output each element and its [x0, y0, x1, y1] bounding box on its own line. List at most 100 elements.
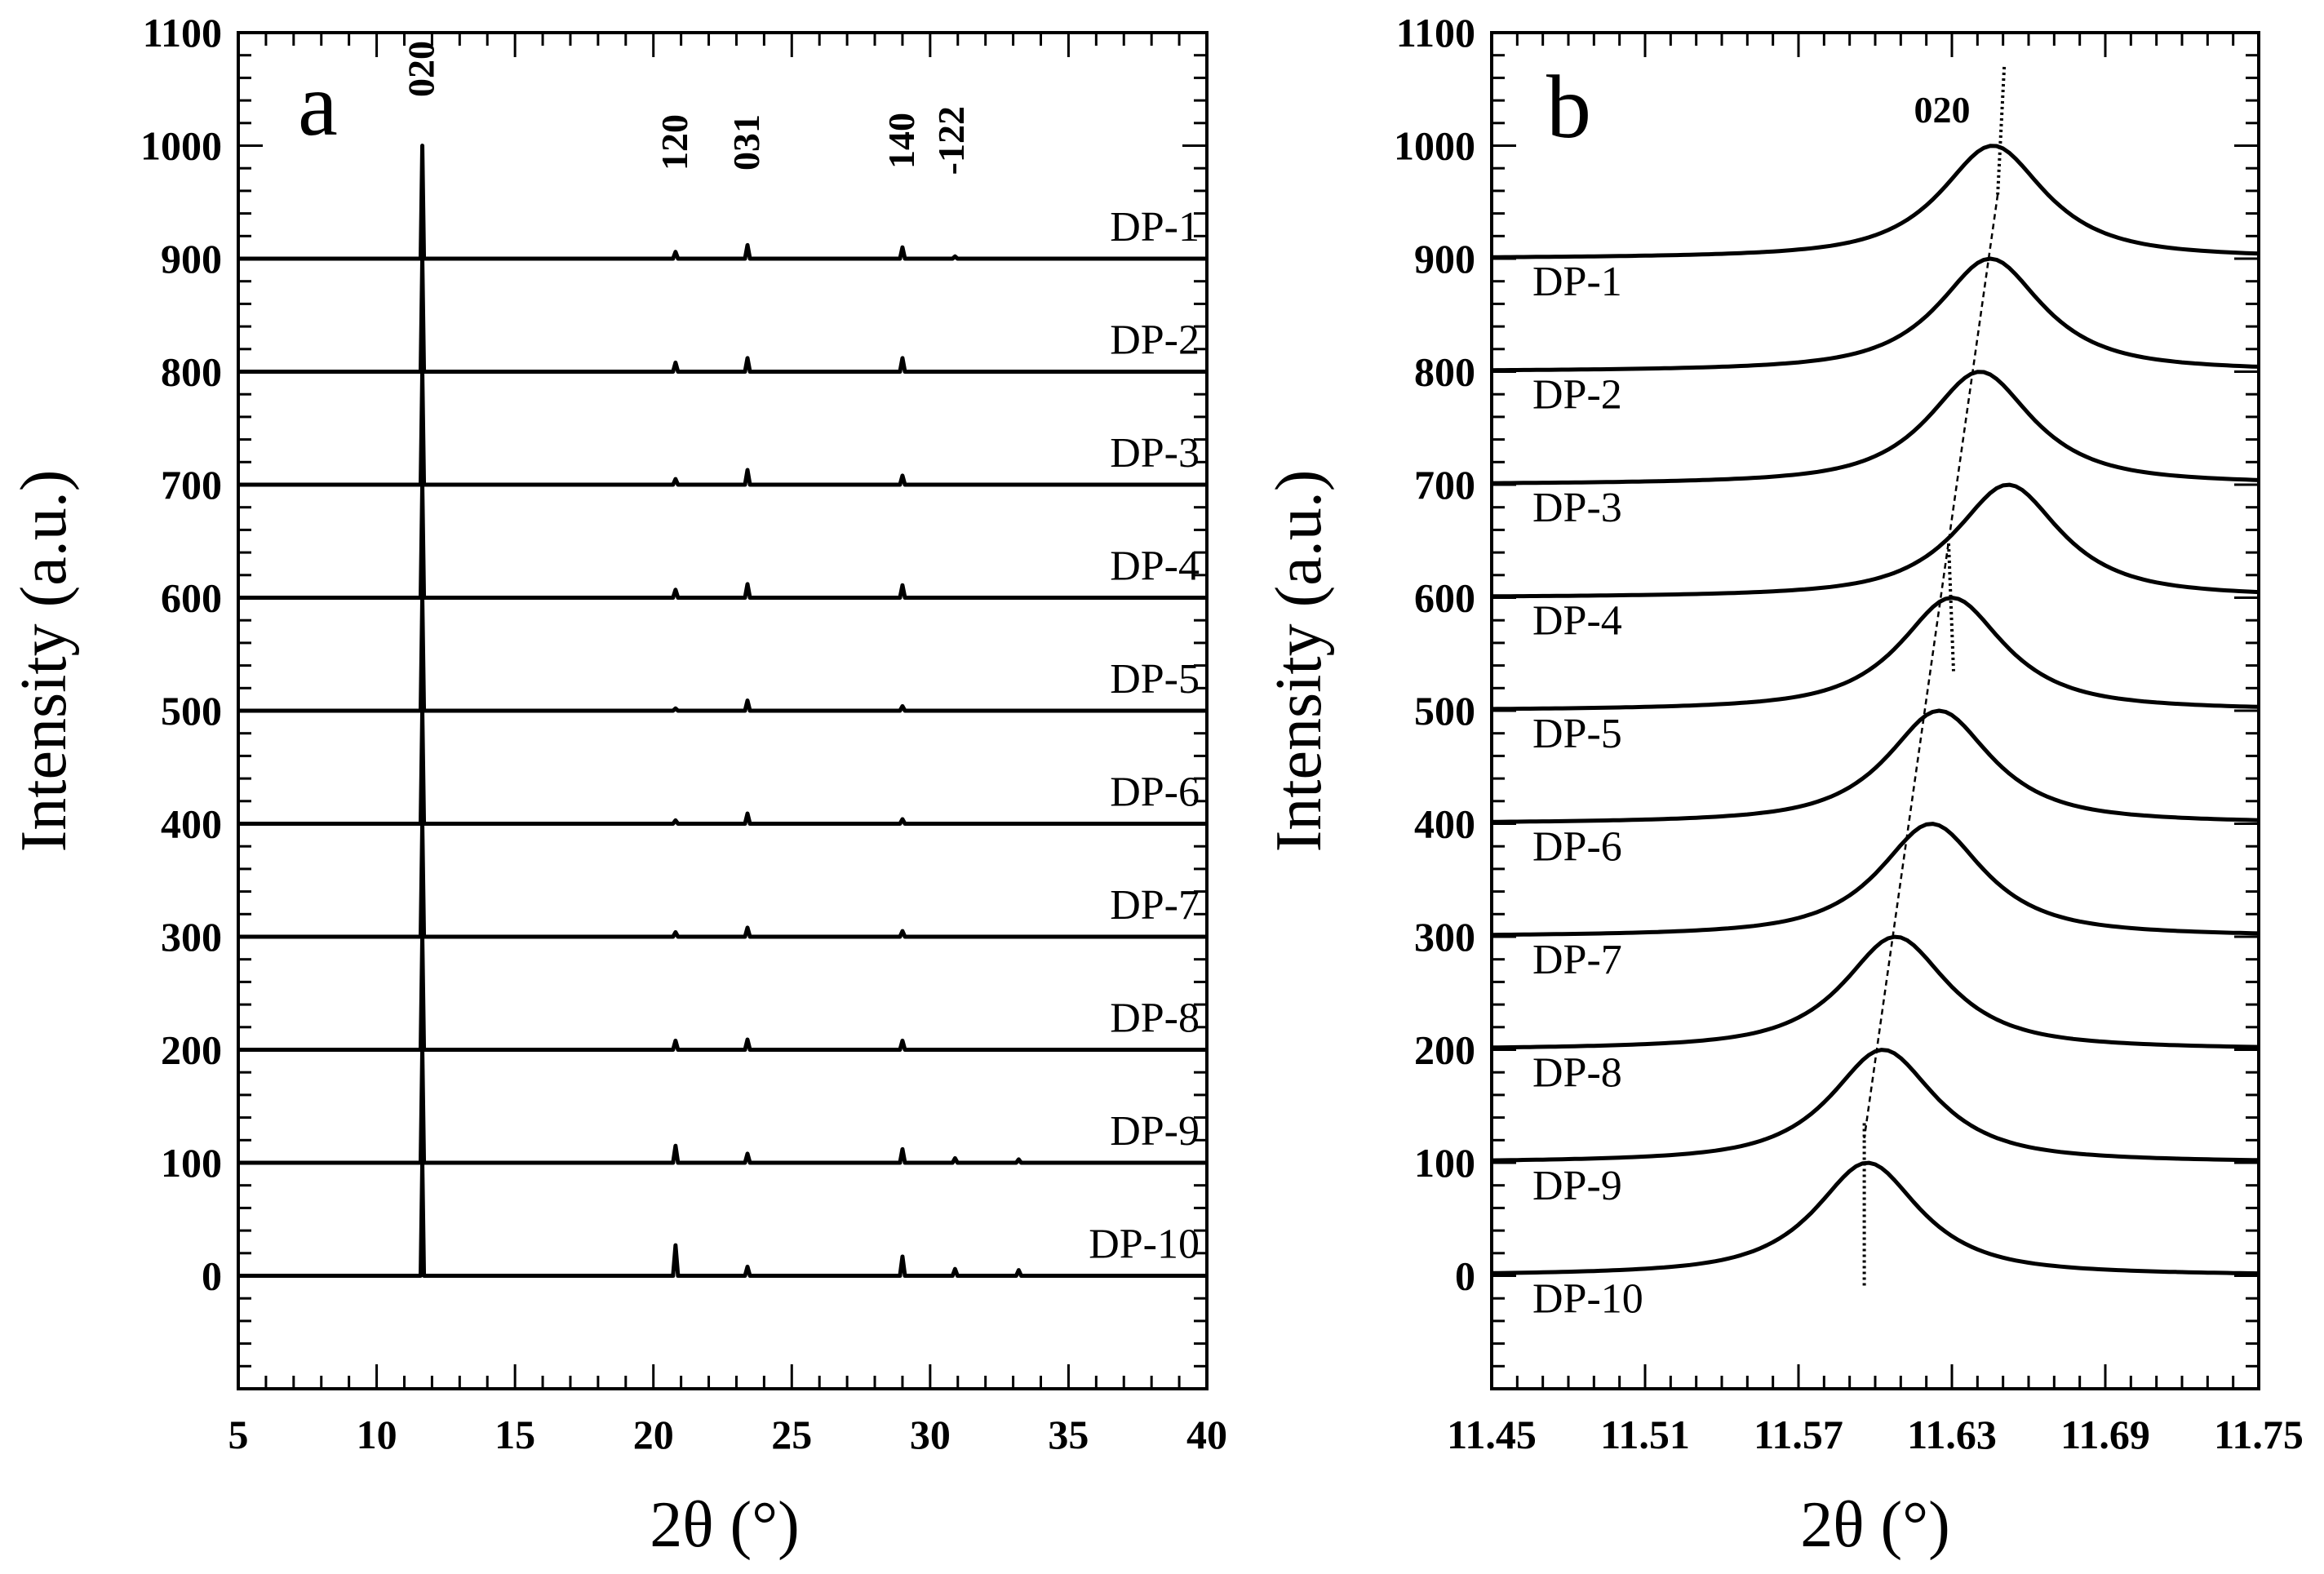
trace-label: DP-6 [1532, 824, 1622, 871]
x-tick-label: 20 [633, 1412, 674, 1457]
panel-b-ticks [1490, 31, 2260, 1390]
trace-label: DP-1 [1532, 259, 1622, 305]
y-tick-label: 800 [1414, 349, 1475, 395]
guide-line-shift [1863, 194, 1999, 1139]
trace-label: DP-4 [1532, 598, 1622, 645]
x-tick-label: 10 [357, 1412, 397, 1457]
y-tick-label: 900 [1414, 236, 1475, 282]
y-tick-label: 1100 [143, 10, 222, 55]
y-tick-label: 900 [161, 236, 222, 282]
trace-label: DP-5 [1110, 656, 1200, 703]
trace-dp-2 [238, 256, 1207, 374]
y-tick-label: 200 [1414, 1027, 1475, 1073]
trace-dp-2 [1491, 256, 2260, 373]
trace-label: DP-4 [1110, 543, 1200, 590]
trace-label: DP-5 [1532, 711, 1622, 757]
panel-a-x-axis-title: 2θ (°) [650, 1489, 800, 1561]
y-tick-label: 600 [1414, 575, 1475, 621]
panel-b-letter: b [1546, 57, 1591, 157]
x-tick-label: 11.75 [2214, 1412, 2304, 1457]
trace-dp-5 [238, 596, 1207, 713]
y-tick-label: 1100 [1396, 10, 1475, 55]
panel-b-y-axis-title: Intensity (a.u.) [1263, 470, 1335, 853]
trace-dp-3 [1492, 370, 2260, 486]
trace-dp-9 [1491, 1048, 2260, 1163]
trace-dp-4 [1492, 482, 2260, 599]
trace-label: DP-10 [1532, 1276, 1643, 1323]
trace-label: DP-8 [1110, 995, 1200, 1042]
panel-b-x-axis-title: 2θ (°) [1800, 1489, 1950, 1561]
guide-line-top [1996, 66, 2007, 195]
x-tick-label: 25 [771, 1412, 812, 1457]
trace-label: DP-3 [1532, 485, 1622, 531]
peak-label: 140 [880, 113, 922, 169]
peak-label: -122 [930, 106, 972, 175]
trace-dp-10 [1491, 1160, 2260, 1276]
peak-label: 120 [654, 114, 695, 171]
y-tick-label: 100 [161, 1140, 222, 1186]
y-tick-label: 0 [1455, 1253, 1475, 1299]
y-tick-label: 0 [202, 1253, 222, 1299]
y-tick-label: 700 [1414, 462, 1475, 508]
panel-b: 0 100 200 300 400 500 600 700 800 900 1000 1100 11.4… [1263, 10, 2304, 1561]
y-tick-label: 1000 [140, 123, 222, 169]
x-tick-label: 40 [1186, 1412, 1227, 1457]
trace-label: DP-10 [1089, 1222, 1200, 1268]
y-tick-label: 200 [161, 1027, 222, 1073]
panel-a-traces [238, 144, 1207, 1278]
panel-a-letter: a [298, 55, 338, 154]
trace-label: DP-7 [1532, 937, 1622, 983]
x-tick-label: 11.57 [1754, 1412, 1843, 1457]
y-tick-label: 800 [161, 349, 222, 395]
y-tick-label: 300 [1414, 914, 1475, 960]
x-tick-label: 15 [495, 1412, 535, 1457]
trace-label: DP-3 [1110, 430, 1200, 477]
x-tick-label: 11.69 [2060, 1412, 2150, 1457]
panel-a-y-axis-title: Intensity (a.u.) [8, 470, 80, 853]
trace-label: DP-1 [1110, 204, 1200, 251]
x-tick-label: 35 [1048, 1412, 1089, 1457]
y-tick-label: 300 [161, 914, 222, 960]
trace-label: DP-2 [1110, 317, 1200, 364]
x-tick-label: 11.51 [1600, 1412, 1690, 1457]
x-tick-label: 11.63 [1907, 1412, 1997, 1457]
trace-label: DP-7 [1110, 882, 1200, 929]
y-tick-label: 700 [161, 462, 222, 508]
peak-label: 020 [1914, 89, 1971, 131]
y-tick-label: 400 [1414, 801, 1475, 847]
trace-dp-7 [238, 822, 1207, 939]
trace-dp-8 [238, 934, 1207, 1052]
y-tick-label: 400 [161, 801, 222, 847]
trace-dp-9 [238, 1048, 1207, 1165]
panel-a-labels: 0 100 200 300 400 500 600 700 800 900 1000 1100 5 10 1… [140, 10, 1227, 1457]
trace-dp-10 [238, 1160, 1207, 1278]
peak-label: 020 [401, 41, 442, 97]
panel-a: 0 100 200 300 400 500 600 700 800 900 1000 1100 5 10 1… [8, 10, 1227, 1561]
panel-b-traces [1491, 66, 2260, 1288]
trace-label: DP-2 [1532, 372, 1622, 419]
trace-dp-1 [1492, 144, 2260, 259]
y-tick-label: 1000 [1394, 123, 1475, 169]
trace-dp-4 [238, 482, 1207, 600]
trace-label: DP-6 [1110, 769, 1200, 816]
y-tick-label: 100 [1414, 1140, 1475, 1186]
trace-dp-6 [238, 708, 1207, 826]
y-tick-label: 600 [161, 575, 222, 621]
peak-label: 031 [725, 114, 767, 171]
trace-dp-1 [238, 144, 1207, 261]
x-tick-label: 30 [910, 1412, 951, 1457]
panel-b-labels: 0 100 200 300 400 500 600 700 800 900 1000 1100 11.4… [1394, 10, 2304, 1457]
x-tick-label: 5 [228, 1412, 249, 1457]
trace-label: DP-8 [1532, 1050, 1622, 1097]
trace-label: DP-9 [1532, 1163, 1622, 1209]
guide-line-mid [1947, 543, 1955, 672]
trace-dp-5 [1491, 596, 2260, 712]
trace-dp-8 [1491, 934, 2260, 1050]
x-tick-label: 11.45 [1447, 1412, 1537, 1457]
trace-label: DP-9 [1110, 1108, 1200, 1155]
trace-dp-6 [1492, 708, 2260, 824]
trace-dp-7 [1491, 822, 2260, 938]
y-tick-label: 500 [161, 688, 222, 734]
trace-dp-3 [238, 370, 1207, 487]
